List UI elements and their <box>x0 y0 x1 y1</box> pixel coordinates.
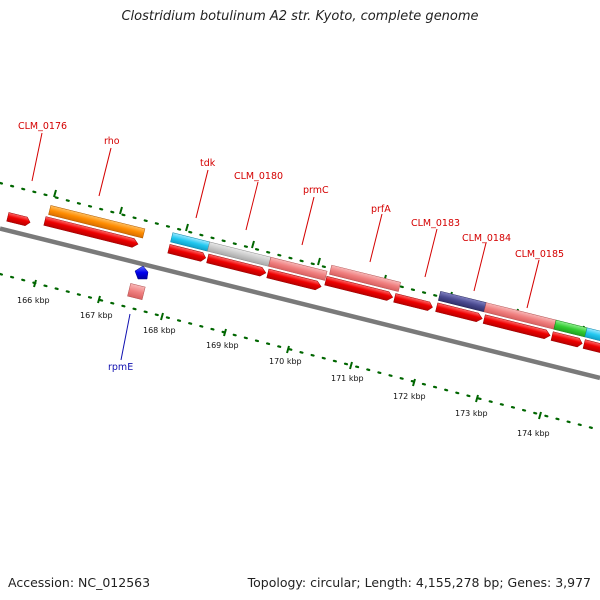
gene-label[interactable]: prmC <box>303 185 329 196</box>
gene-label[interactable]: rho <box>104 136 120 147</box>
gene-track <box>6 205 600 359</box>
gene-arrow-red[interactable] <box>324 275 394 301</box>
gene-label[interactable]: CLM_0176 <box>18 121 67 132</box>
gene-label[interactable]: CLM_0180 <box>234 171 283 182</box>
gene-rpme[interactable] <box>127 265 149 301</box>
kbp-label: 169 kbp <box>206 341 239 350</box>
gene-prmc[interactable] <box>268 256 328 281</box>
gene-label[interactable]: tdk <box>200 158 216 169</box>
rpme-arrow[interactable] <box>134 265 149 280</box>
gene-labels: CLM_0176 rho tdk CLM_0180 prmC prfA CLM_… <box>18 121 564 373</box>
gene-arrow-red[interactable] <box>6 212 31 227</box>
topology-label: Topology: circular; Length: 4,155,278 bp… <box>247 575 591 590</box>
gene-arrow-red[interactable] <box>167 244 207 262</box>
kbp-label: 170 kbp <box>269 357 302 366</box>
gene-label[interactable]: CLM_0183 <box>411 218 460 229</box>
gene-arrow-red[interactable] <box>206 253 267 277</box>
gene-label[interactable]: CLM_0185 <box>515 249 564 260</box>
kbp-label: 168 kbp <box>143 326 176 335</box>
gene-arrow-red[interactable] <box>43 216 139 249</box>
gene-label[interactable]: CLM_0184 <box>462 233 511 244</box>
map-title: Clostridium botulinum A2 str. Kyoto, com… <box>121 9 479 24</box>
gene-rho[interactable] <box>48 205 146 239</box>
kbp-label: 172 kbp <box>393 392 426 401</box>
kbp-label: 173 kbp <box>455 409 488 418</box>
inner-tick-track <box>0 272 600 432</box>
kbp-label: 166 kbp <box>17 296 50 305</box>
gene-label[interactable]: prfA <box>371 204 391 215</box>
gene-cyan-edge[interactable] <box>584 327 600 345</box>
gene-arrow-red[interactable] <box>393 293 434 311</box>
kbp-label: 171 kbp <box>331 374 364 383</box>
gene-arrow-red[interactable] <box>266 268 323 291</box>
gene-arrow-red[interactable] <box>435 302 484 323</box>
kbp-label: 167 kbp <box>80 311 113 320</box>
kbp-label: 174 kbp <box>517 429 550 438</box>
gene-arrow-red[interactable] <box>582 339 600 359</box>
gene-arrow-red[interactable] <box>550 331 583 348</box>
rpme-rna[interactable] <box>127 283 146 301</box>
label-leaders <box>31 132 540 361</box>
kbp-scale-labels: 166 kbp 167 kbp 168 kbp 169 kbp 170 kbp … <box>17 296 550 438</box>
accession-label: Accession: NC_012563 <box>8 575 151 590</box>
gene-arrow-red[interactable] <box>482 314 551 340</box>
gene-prfa[interactable] <box>329 264 401 292</box>
gene-label[interactable]: rpmE <box>108 362 133 373</box>
genome-backbone <box>0 226 600 381</box>
